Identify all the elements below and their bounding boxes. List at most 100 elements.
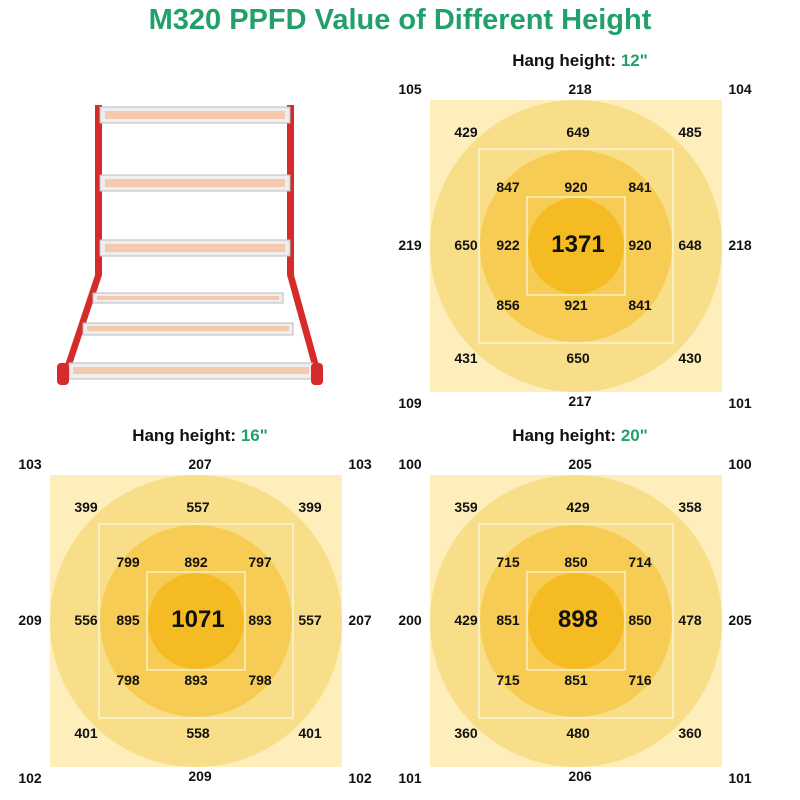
ppfd-value-edge-right: 218 xyxy=(728,237,752,253)
ppfd-heatmap xyxy=(430,100,722,392)
ppfd-value-inner-left: 922 xyxy=(496,237,520,253)
page-title: M320 PPFD Value of Different Height xyxy=(148,4,652,36)
ppfd-value-edge-bottom-left: 102 xyxy=(18,770,42,786)
ppfd-value-edge-top: 207 xyxy=(188,456,212,472)
ppfd-value-edge-top-right: 104 xyxy=(728,81,752,97)
ppfd-value-edge-bottom-left: 109 xyxy=(398,395,422,411)
hang-height-value: 12" xyxy=(620,51,648,70)
ppfd-value-inner-bottom-left: 715 xyxy=(496,672,520,688)
ppfd-value-edge-top: 218 xyxy=(568,81,592,97)
ppfd-value-inner-bottom-left: 798 xyxy=(116,672,140,688)
middle-square-outline xyxy=(478,523,674,719)
ppfd-value-center: 1071 xyxy=(171,606,225,633)
ppfd-value-outer-bottom-left: 401 xyxy=(74,725,98,741)
inner-square-outline xyxy=(146,571,246,671)
ppfd-value-outer-top-right: 358 xyxy=(678,499,702,515)
ppfd-value-inner-right: 850 xyxy=(628,612,652,628)
hang-height-label: Hang height: xyxy=(512,51,617,70)
ppfd-panel-20: Hang height: 20" 100 205 100 200 205 101 206 10… xyxy=(390,420,770,800)
ppfd-value-inner-bottom: 851 xyxy=(564,672,588,688)
hang-height-value: 20" xyxy=(620,426,648,445)
ppfd-panel-16: Hang height: 16" 103 207 103 209 207 102 209 10… xyxy=(10,420,390,800)
ppfd-value-edge-left: 200 xyxy=(398,612,422,628)
panel-heading: Hang height: 16" xyxy=(10,426,390,446)
ppfd-value-edge-left: 209 xyxy=(18,612,42,628)
ppfd-value-inner-bottom-left: 856 xyxy=(496,297,520,313)
ppfd-value-inner-top: 892 xyxy=(184,554,208,570)
ppfd-value-edge-bottom: 217 xyxy=(568,393,592,409)
ppfd-value-edge-left: 219 xyxy=(398,237,422,253)
ppfd-value-edge-right: 205 xyxy=(728,612,752,628)
ppfd-heatmap xyxy=(50,475,342,767)
ppfd-value-outer-top-left: 399 xyxy=(74,499,98,515)
ppfd-value-edge-bottom-right: 102 xyxy=(348,770,372,786)
ppfd-value-outer-left: 429 xyxy=(454,612,478,628)
ppfd-value-outer-right: 478 xyxy=(678,612,702,628)
ppfd-value-center: 1371 xyxy=(551,231,605,258)
ppfd-value-edge-bottom: 209 xyxy=(188,768,212,784)
ppfd-value-outer-bottom: 558 xyxy=(186,725,210,741)
hang-height-label: Hang height: xyxy=(132,426,237,445)
ppfd-value-outer-top-left: 359 xyxy=(454,499,478,515)
ppfd-value-inner-bottom-right: 798 xyxy=(248,672,272,688)
ppfd-value-outer-bottom-left: 431 xyxy=(454,350,478,366)
ppfd-value-outer-top: 649 xyxy=(566,124,590,140)
middle-square-outline xyxy=(98,523,294,719)
ppfd-panel-12: Hang height: 12" 105 218 104 219 218 109 217 10… xyxy=(390,45,770,425)
ppfd-value-outer-left: 556 xyxy=(74,612,98,628)
ppfd-heatmap xyxy=(430,475,722,767)
ppfd-value-edge-top-right: 100 xyxy=(728,456,752,472)
ppfd-value-inner-bottom: 921 xyxy=(564,297,588,313)
ppfd-value-inner-top: 920 xyxy=(564,179,588,195)
ppfd-value-outer-top: 557 xyxy=(186,499,210,515)
ppfd-value-inner-top-right: 841 xyxy=(628,179,652,195)
ppfd-value-outer-bottom: 480 xyxy=(566,725,590,741)
ppfd-value-inner-bottom: 893 xyxy=(184,672,208,688)
inner-ring xyxy=(148,573,244,669)
ppfd-value-outer-right: 557 xyxy=(298,612,322,628)
grow-light-fixture-icon xyxy=(55,95,345,395)
ppfd-value-inner-top-left: 799 xyxy=(116,554,140,570)
ppfd-value-outer-top-left: 429 xyxy=(454,124,478,140)
ppfd-value-inner-right: 893 xyxy=(248,612,272,628)
ppfd-value-inner-left: 895 xyxy=(116,612,140,628)
ppfd-value-edge-top-left: 105 xyxy=(398,81,422,97)
ppfd-value-outer-bottom-right: 360 xyxy=(678,725,702,741)
ppfd-value-outer-bottom-right: 430 xyxy=(678,350,702,366)
ppfd-value-inner-top: 850 xyxy=(564,554,588,570)
ppfd-value-inner-top-right: 714 xyxy=(628,554,652,570)
middle-square-outline xyxy=(478,148,674,344)
inner-square-outline xyxy=(526,196,626,296)
ppfd-value-edge-bottom-left: 101 xyxy=(398,770,422,786)
ppfd-value-edge-bottom-right: 101 xyxy=(728,395,752,411)
ppfd-value-outer-bottom-right: 401 xyxy=(298,725,322,741)
panel-heading: Hang height: 20" xyxy=(390,426,770,446)
ppfd-value-outer-left: 650 xyxy=(454,237,478,253)
inner-ring xyxy=(528,573,624,669)
ppfd-value-outer-right: 648 xyxy=(678,237,702,253)
inner-square-outline xyxy=(526,571,626,671)
ppfd-value-edge-top-left: 103 xyxy=(18,456,42,472)
ppfd-value-edge-bottom-right: 101 xyxy=(728,770,752,786)
ppfd-value-outer-top: 429 xyxy=(566,499,590,515)
ppfd-value-inner-left: 851 xyxy=(496,612,520,628)
ppfd-value-edge-top-right: 103 xyxy=(348,456,372,472)
ppfd-value-inner-bottom-right: 841 xyxy=(628,297,652,313)
ppfd-value-inner-bottom-right: 716 xyxy=(628,672,652,688)
inner-ring xyxy=(528,198,624,294)
hang-height-value: 16" xyxy=(240,426,268,445)
ppfd-value-edge-bottom: 206 xyxy=(568,768,592,784)
ppfd-value-outer-top-right: 485 xyxy=(678,124,702,140)
hang-height-label: Hang height: xyxy=(512,426,617,445)
ppfd-value-inner-top-right: 797 xyxy=(248,554,272,570)
ppfd-value-outer-bottom-left: 360 xyxy=(454,725,478,741)
ppfd-value-inner-top-left: 847 xyxy=(496,179,520,195)
ppfd-value-edge-right: 207 xyxy=(348,612,372,628)
ppfd-value-inner-right: 920 xyxy=(628,237,652,253)
ppfd-value-outer-bottom: 650 xyxy=(566,350,590,366)
ppfd-value-outer-top-right: 399 xyxy=(298,499,322,515)
ppfd-value-edge-top: 205 xyxy=(568,456,592,472)
panel-heading: Hang height: 12" xyxy=(390,51,770,71)
ppfd-value-center: 898 xyxy=(557,606,599,633)
ppfd-value-edge-top-left: 100 xyxy=(398,456,422,472)
